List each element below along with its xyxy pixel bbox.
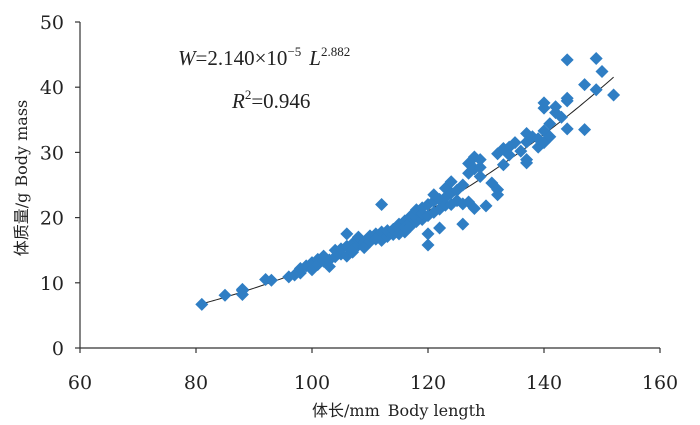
x-axis-title-en: Body length xyxy=(388,401,486,420)
data-point xyxy=(456,178,470,192)
x-tick-label: 80 xyxy=(184,372,208,394)
equation-exponent: −5 xyxy=(287,44,301,59)
data-point xyxy=(537,96,551,110)
y-tick-label: 50 xyxy=(40,12,64,34)
axes xyxy=(75,21,661,353)
data-point xyxy=(607,88,621,102)
y-tick-label: 0 xyxy=(52,338,64,360)
data-point xyxy=(264,273,278,287)
data-point xyxy=(496,158,510,172)
x-tick-label: 140 xyxy=(526,372,562,394)
x-axis-title-cn: 体长/mm xyxy=(312,401,380,420)
tick-labels: 60 80 100 120 140 160 0 10 20 30 40 50 xyxy=(40,12,678,394)
equation-w: W xyxy=(178,46,198,70)
equation-line: W=2.140×10−5 L2.882 xyxy=(178,44,350,70)
y-axis-title: 体质量/g Body mass xyxy=(12,100,31,257)
equation-l: L xyxy=(308,46,321,70)
x-axis-title: 体长/mm Body length xyxy=(312,401,485,420)
y-axis-title-en: Body mass xyxy=(12,100,31,187)
r-squared-value: =0.946 xyxy=(251,89,310,113)
data-point xyxy=(322,260,336,273)
data-point xyxy=(473,160,487,174)
data-point xyxy=(502,148,516,162)
data-point xyxy=(543,117,557,131)
data-point xyxy=(595,65,609,79)
data-point xyxy=(514,144,528,158)
data-point xyxy=(549,100,563,114)
x-tick-label: 160 xyxy=(642,372,678,394)
data-point xyxy=(421,238,435,252)
data-point xyxy=(467,201,481,215)
data-point xyxy=(456,217,470,231)
data-point xyxy=(491,188,505,202)
equation-coefficient: =2.140×10 xyxy=(196,46,288,70)
data-point xyxy=(235,284,249,298)
data-point xyxy=(473,153,487,167)
y-tick-label: 30 xyxy=(40,142,64,164)
y-tick-label: 40 xyxy=(40,77,64,99)
data-point xyxy=(508,136,522,150)
data-point xyxy=(195,297,209,311)
data-point xyxy=(578,123,592,137)
data-point xyxy=(560,122,574,136)
x-tick-label: 60 xyxy=(68,372,92,394)
r-superscript: 2 xyxy=(245,87,252,102)
r-squared-line: R2=0.946 xyxy=(231,87,310,113)
data-points xyxy=(195,52,621,311)
data-point xyxy=(554,110,568,124)
r-symbol: R xyxy=(231,89,245,113)
y-tick-label: 10 xyxy=(40,273,64,295)
y-axis-title-cn: 体质量/g xyxy=(12,193,31,257)
data-point xyxy=(473,170,487,184)
y-tick-label: 20 xyxy=(40,208,64,230)
x-tick-label: 100 xyxy=(294,372,330,394)
data-point xyxy=(340,227,354,241)
data-point xyxy=(218,288,232,302)
equation-l-exponent: 2.882 xyxy=(321,44,350,59)
data-point xyxy=(578,78,592,92)
data-point xyxy=(433,221,447,235)
x-tick-label: 120 xyxy=(410,372,446,394)
data-point xyxy=(560,91,574,105)
data-point xyxy=(520,153,534,167)
data-point xyxy=(543,130,557,144)
data-point xyxy=(444,175,458,189)
data-point xyxy=(560,53,574,67)
data-point xyxy=(589,52,603,66)
data-point xyxy=(589,83,603,97)
data-point xyxy=(421,227,435,241)
data-point xyxy=(375,198,389,212)
data-point xyxy=(479,199,493,213)
